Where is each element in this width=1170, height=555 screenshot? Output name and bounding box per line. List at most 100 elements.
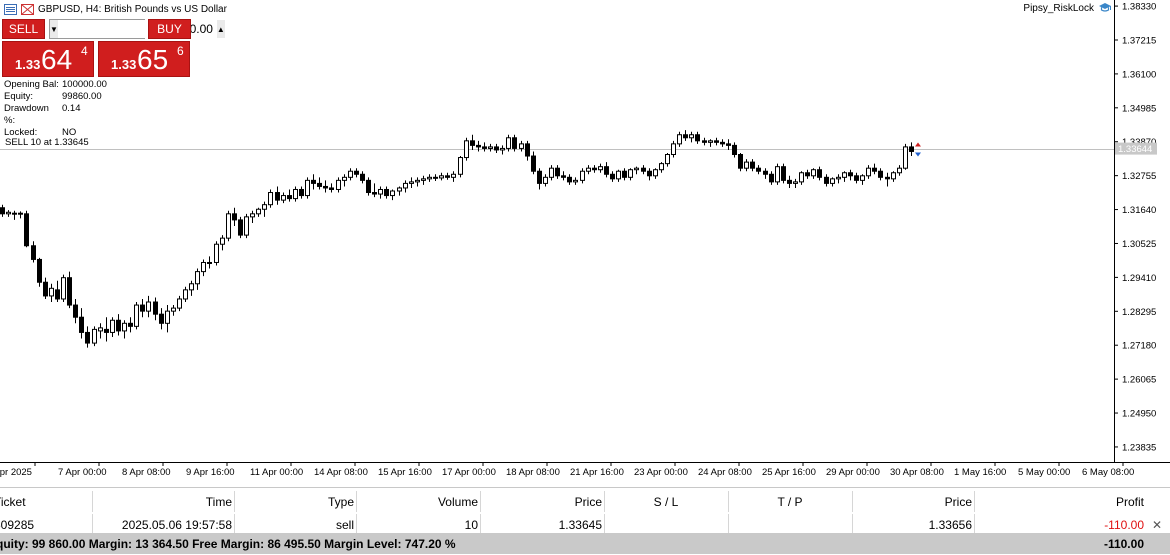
bear-candle xyxy=(159,313,164,324)
bear-candle xyxy=(116,319,121,332)
chart-area[interactable]: 1.383301.372151.361001.349851.338701.327… xyxy=(0,0,1170,485)
bull-candle xyxy=(189,283,194,291)
time-tick-label: 24 Apr 08:00 xyxy=(698,467,752,478)
bull-candle xyxy=(220,237,225,245)
bear-candle xyxy=(37,258,42,283)
price-chart[interactable]: 1.383301.372151.361001.349851.338701.327… xyxy=(0,0,1170,485)
sell-price-button[interactable]: 1.33 64 4 xyxy=(2,41,94,77)
bull-candle xyxy=(336,179,341,190)
bear-candle xyxy=(726,143,731,146)
price-tick-label: 1.36100 xyxy=(1122,69,1156,80)
bull-candle xyxy=(458,157,463,175)
bull-candle xyxy=(226,213,231,239)
bear-candle xyxy=(79,316,84,333)
column-divider xyxy=(92,491,93,512)
column-header-price[interactable]: Price xyxy=(574,494,602,509)
column-header-type[interactable]: Type xyxy=(327,494,354,509)
bull-candle xyxy=(201,261,206,273)
bear-candle xyxy=(555,167,560,177)
time-tick-label: 30 Apr 08:00 xyxy=(890,467,944,478)
column-header-profit[interactable]: Profit xyxy=(1115,494,1144,509)
bull-candle xyxy=(390,190,395,197)
time-tick-label: 1 May 16:00 xyxy=(954,467,1006,478)
close-position-icon[interactable]: ✕ xyxy=(1151,517,1163,532)
bull-candle xyxy=(891,172,896,180)
time-tick-label: 8 Apr 08:00 xyxy=(122,467,171,478)
bull-candle xyxy=(250,213,255,218)
bull-candle xyxy=(836,176,841,180)
time-tick-label: 11 Apr 00:00 xyxy=(250,467,303,478)
equity-value: 99860.00 xyxy=(62,91,102,102)
sell-price-prefix: 1.33 xyxy=(15,57,41,72)
bull-candle xyxy=(61,277,66,300)
volume-stepper[interactable]: ▼ ▲ xyxy=(49,19,225,39)
bear-candle xyxy=(104,328,109,333)
order-line-label[interactable]: SELL 10 at 1.33645 xyxy=(5,137,89,148)
bull-candle xyxy=(165,310,170,324)
volume-up-icon[interactable]: ▲ xyxy=(216,20,225,38)
account-summary: Equity: 99 860.00 Margin: 13 364.50 Free… xyxy=(0,536,456,551)
buy-price-button[interactable]: 1.33 65 6 xyxy=(98,41,190,77)
column-header-tp[interactable]: T / P xyxy=(777,494,803,509)
expert-advisor-label[interactable]: Pipsy_RiskLock xyxy=(1023,2,1112,14)
bull-candle xyxy=(598,166,603,171)
time-tick-label: 15 Apr 16:00 xyxy=(378,467,432,478)
bull-candle xyxy=(421,178,426,181)
bear-candle xyxy=(647,170,652,177)
column-header-cur_price[interactable]: Price xyxy=(944,494,972,509)
column-header-time[interactable]: Time xyxy=(205,494,232,509)
price-tick-label: 1.27180 xyxy=(1122,341,1156,352)
bull-candle xyxy=(305,179,310,197)
bear-candle xyxy=(18,212,23,215)
bear-candle xyxy=(604,166,609,175)
bear-candle xyxy=(817,169,822,178)
bear-candle xyxy=(275,192,280,201)
bull-candle xyxy=(177,298,182,309)
bull-candle xyxy=(811,169,816,177)
cell-type: sell xyxy=(335,517,354,532)
time-tick-label: 7 Apr 00:00 xyxy=(58,467,107,478)
column-divider xyxy=(234,514,235,535)
bear-candle xyxy=(476,144,481,148)
time-tick-label: 17 Apr 00:00 xyxy=(442,467,496,478)
bull-candle xyxy=(506,137,511,149)
bull-candle xyxy=(451,173,456,178)
bear-candle xyxy=(592,167,597,171)
bear-candle xyxy=(610,173,615,180)
volume-down-icon[interactable]: ▼ xyxy=(50,20,58,38)
price-tick-label: 1.34985 xyxy=(1122,103,1156,114)
bear-candle xyxy=(482,146,487,149)
bull-candle xyxy=(214,243,219,263)
bull-candle xyxy=(866,167,871,177)
bear-candle xyxy=(55,289,60,300)
bear-candle xyxy=(67,277,72,306)
bull-candle xyxy=(689,134,694,139)
volume-input[interactable] xyxy=(57,20,217,38)
bull-candle xyxy=(110,319,115,333)
column-header-volume[interactable]: Volume xyxy=(437,494,478,509)
buy-button[interactable]: BUY xyxy=(148,19,191,39)
bull-candle xyxy=(427,176,432,180)
chart-menu-icon[interactable] xyxy=(4,3,17,15)
info-opening-balance: Opening Bal: 100000.00 xyxy=(4,79,107,91)
cell-ticket: 509285 xyxy=(0,517,35,532)
sell-price-fraction: 4 xyxy=(81,44,88,58)
bull-candle xyxy=(580,170,585,181)
price-tick-label: 1.38330 xyxy=(1122,2,1156,13)
equity-label: Equity: xyxy=(4,91,34,102)
bull-candle xyxy=(842,172,847,178)
bull-candle xyxy=(586,167,591,172)
bull-candle xyxy=(830,178,835,184)
time-tick-label: 3 Apr 2025 xyxy=(0,467,32,478)
sell-button[interactable]: SELL xyxy=(2,19,45,39)
bear-candle xyxy=(567,176,572,183)
bull-candle xyxy=(92,328,97,344)
column-divider xyxy=(728,491,729,512)
bear-candle xyxy=(73,304,78,318)
bear-candle xyxy=(354,170,359,175)
table-row[interactable]: 509285 2025.05.06 19:57:58 sell 10 1.33645 1.… xyxy=(0,514,1170,535)
column-divider xyxy=(234,491,235,512)
column-header-sl[interactable]: S / L xyxy=(653,494,679,509)
column-header-ticket[interactable]: Ticket xyxy=(0,494,26,509)
bear-candle xyxy=(714,140,719,143)
